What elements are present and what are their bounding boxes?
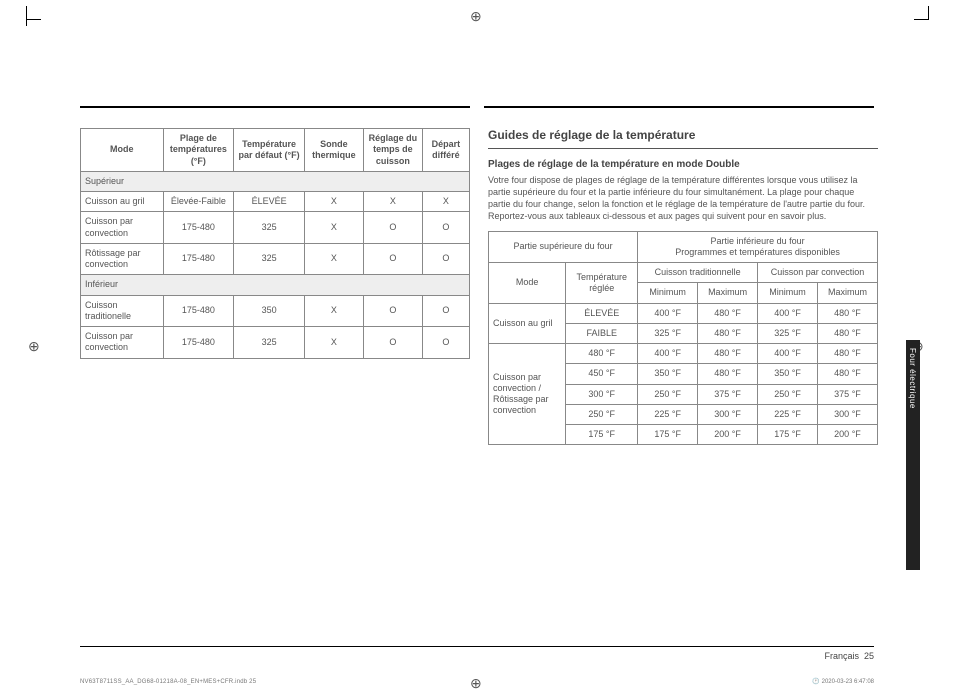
side-tab-label: Four électrique	[906, 340, 919, 417]
crop-mark-tl	[26, 6, 47, 26]
th-conv: Cuisson par convection	[758, 263, 878, 283]
intro-paragraph: Votre four dispose de plages de réglage …	[488, 174, 878, 223]
table-row: Cuisson traditionelle 175-480 350 X O O	[81, 295, 470, 327]
modes-table: Mode Plage de températures (°F) Températ…	[80, 128, 470, 359]
print-filename: NV63T8711SS_AA_DG68-01218A-08_EN+MES+CFR…	[80, 679, 256, 685]
footer-rule	[80, 646, 874, 647]
th-delay: Départ différé	[422, 129, 469, 172]
th-probe: Sonde thermique	[304, 129, 363, 172]
table-row: Rôtissage par convection 175-480 325 X O…	[81, 243, 470, 275]
registration-mark-bottom	[470, 677, 484, 691]
th-upper-oven: Partie supérieure du four	[489, 231, 638, 263]
table-row: Cuisson au gril ÉLEVÉE 400 °F 480 °F 400…	[489, 303, 878, 323]
header-rules	[80, 106, 874, 108]
th-max: Maximum	[698, 283, 758, 303]
th-min: Minimum	[638, 283, 698, 303]
crop-mark-tr	[908, 6, 928, 26]
section-lower: Inférieur	[81, 275, 470, 295]
th-range: Plage de températures (°F)	[163, 129, 234, 172]
registration-mark-top	[470, 10, 484, 24]
th-def: Température par défaut (°F)	[234, 129, 305, 172]
section-upper: Supérieur	[81, 171, 470, 191]
mode-broil: Cuisson au gril	[489, 303, 566, 344]
sub-heading: Plages de réglage de la température en m…	[488, 159, 878, 170]
mode-convection: Cuisson par convection / Rôtissage par c…	[489, 344, 566, 445]
registration-mark-left	[28, 340, 42, 354]
th-temp: Température réglée	[566, 263, 638, 304]
th-lower-oven: Partie inférieure du four Programmes et …	[638, 231, 878, 263]
dual-range-table: Partie supérieure du four Partie inférie…	[488, 231, 878, 446]
th-trad: Cuisson traditionnelle	[638, 263, 758, 283]
footer-text: Français 25	[824, 651, 874, 661]
th-max: Maximum	[817, 283, 877, 303]
table-row: Cuisson par convection 175-480 325 X O O	[81, 327, 470, 359]
th-min: Minimum	[758, 283, 818, 303]
print-timestamp: 2020-03-23 6:47:08	[812, 678, 874, 685]
th-mode: Mode	[489, 263, 566, 304]
table-row: Cuisson par convection / Rôtissage par c…	[489, 344, 878, 364]
th-mode: Mode	[81, 129, 164, 172]
table-row: Cuisson au gril Élevée-Faible ÉLEVÉE X X…	[81, 192, 470, 212]
th-time: Réglage du temps de cuisson	[363, 129, 422, 172]
section-heading: Guides de réglage de la température	[488, 128, 878, 149]
side-tab: Four électrique	[906, 340, 920, 570]
table-row: Cuisson par convection 175-480 325 X O O	[81, 212, 470, 244]
